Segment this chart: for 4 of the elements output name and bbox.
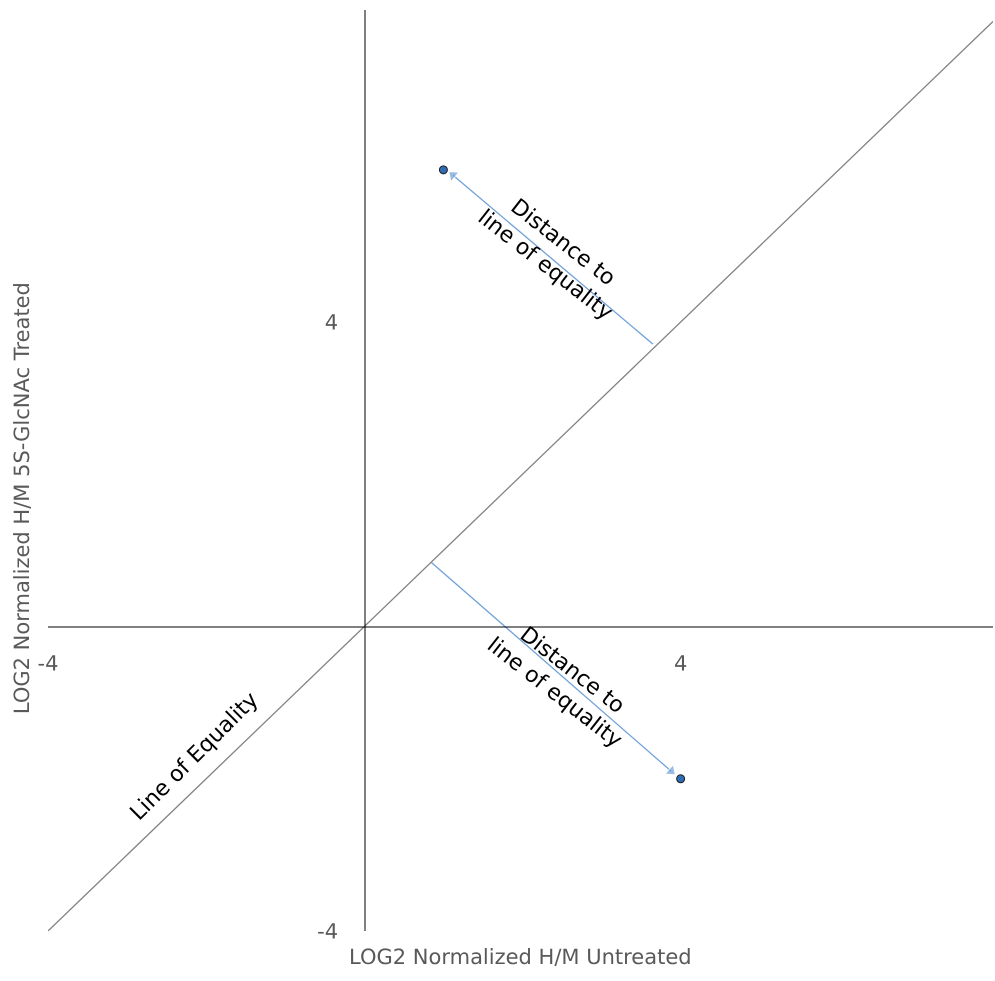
point	[676, 774, 686, 784]
x-axis-title: LOG2 Normalized H/M Untreated	[349, 945, 692, 969]
y-axis-title: LOG2 Normalized H/M 5S-GlcNAc Treated	[10, 282, 34, 714]
point	[438, 165, 448, 174]
